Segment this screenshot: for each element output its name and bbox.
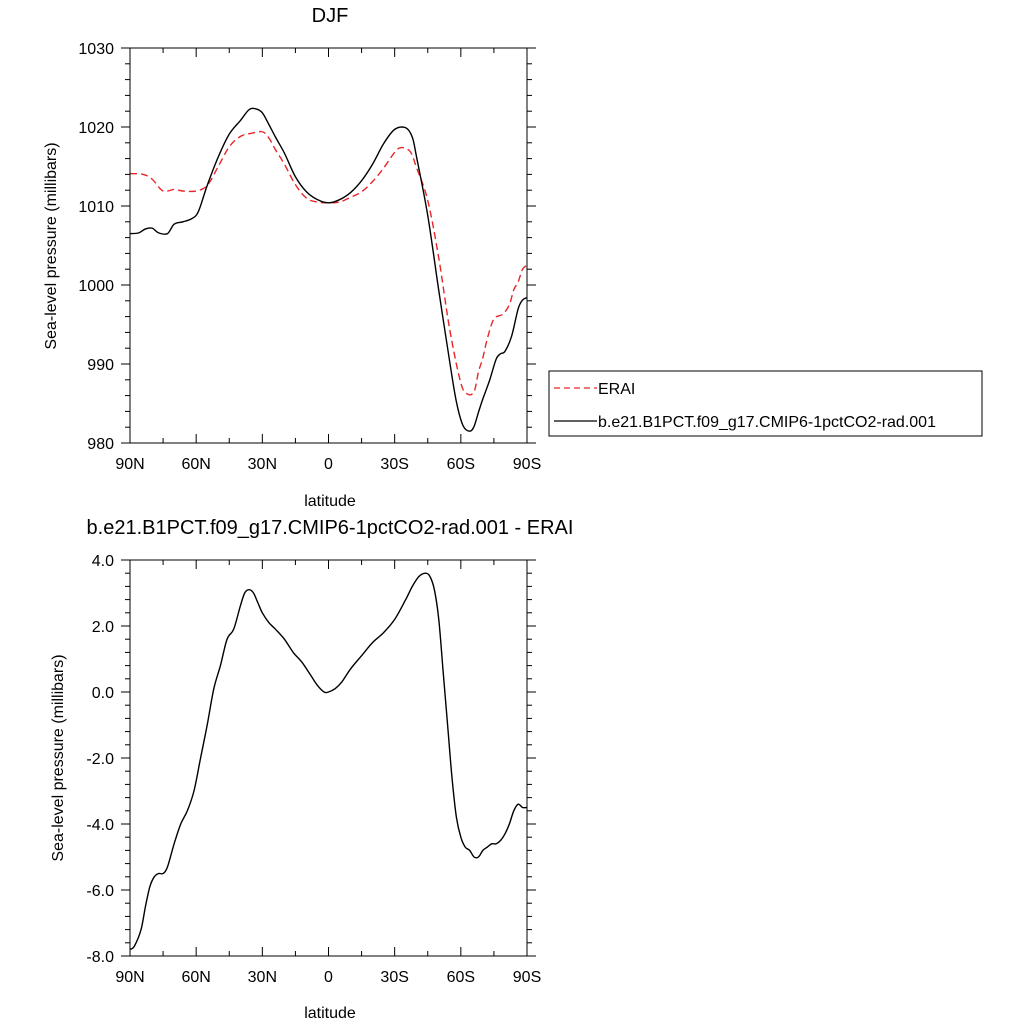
x-tick-label: 90S	[513, 969, 541, 986]
y-tick-label: 4.0	[92, 553, 114, 570]
plot-frame-top	[129, 47, 528, 444]
series-line-difference	[129, 572, 528, 951]
x-tick-label: 30S	[380, 456, 408, 473]
x-tick-label: 60S	[447, 969, 475, 986]
chart-title-top: DJF	[312, 5, 349, 27]
y-tick-label: -4.0	[86, 817, 114, 834]
x-axis-label-bottom: latitude	[304, 1005, 356, 1022]
panel-bottom: b.e21.B1PCT.f09_g17.CMIP6-1pctCO2-rad.00…	[50, 517, 573, 1022]
y-tick-label: 2.0	[92, 619, 114, 636]
y-tick-label: -2.0	[86, 751, 114, 768]
series-line-model	[129, 107, 528, 432]
y-tick-label: 0.0	[92, 685, 114, 702]
x-tick-label: 60S	[447, 456, 475, 473]
x-tick-label: 90N	[115, 456, 144, 473]
y-axis-label-bottom: Sea-level pressure (millibars)	[50, 654, 67, 861]
x-tick-label: 30N	[248, 456, 277, 473]
y-tick-label: -6.0	[86, 883, 114, 900]
x-tick-label: 0	[324, 969, 333, 986]
legend: ERAI b.e21.B1PCT.f09_g17.CMIP6-1pctCO2-r…	[548, 370, 983, 437]
plot-frame-bottom	[129, 559, 528, 957]
x-tick-label: 30N	[248, 969, 277, 986]
panel-top: DJF 90N 60N 30N 0 30S 60S 90S 980 990 1000 1010 102…	[43, 5, 541, 510]
chart-title-bottom: b.e21.B1PCT.f09_g17.CMIP6-1pctCO2-rad.00…	[87, 517, 574, 539]
series-top	[129, 107, 528, 432]
y-tick-label: 980	[87, 436, 114, 453]
grid-ticks-top	[121, 47, 536, 444]
x-tick-label: 90S	[513, 456, 541, 473]
tick-labels-top: 90N 60N 30N 0 30S 60S 90S 980 990 1000 1010 1020 103…	[78, 41, 541, 473]
x-axis-label-top: latitude	[304, 493, 356, 510]
x-tick-label: 90N	[115, 969, 144, 986]
legend-box	[548, 370, 983, 437]
series-bottom	[129, 572, 528, 951]
y-tick-label: 990	[87, 357, 114, 374]
legend-label-erai: ERAI	[598, 381, 635, 398]
series-line-erai	[129, 130, 528, 396]
legend-label-model: b.e21.B1PCT.f09_g17.CMIP6-1pctCO2-rad.00…	[598, 414, 936, 431]
y-axis-label-top: Sea-level pressure (millibars)	[43, 142, 60, 349]
x-tick-label: 30S	[380, 969, 408, 986]
y-tick-label: 1000	[78, 278, 114, 295]
x-tick-label: 0	[324, 456, 333, 473]
x-tick-label: 60N	[181, 456, 210, 473]
grid-ticks-bottom	[121, 559, 536, 957]
y-tick-label: -8.0	[86, 949, 114, 966]
x-tick-label: 60N	[181, 969, 210, 986]
y-tick-label: 1010	[78, 199, 114, 216]
tick-labels-bottom: 90N 60N 30N 0 30S 60S 90S -8.0 -6.0 -4.0 -2.0 0.0 2.…	[86, 553, 541, 986]
y-tick-label: 1020	[78, 120, 114, 137]
y-tick-label: 1030	[78, 41, 114, 58]
